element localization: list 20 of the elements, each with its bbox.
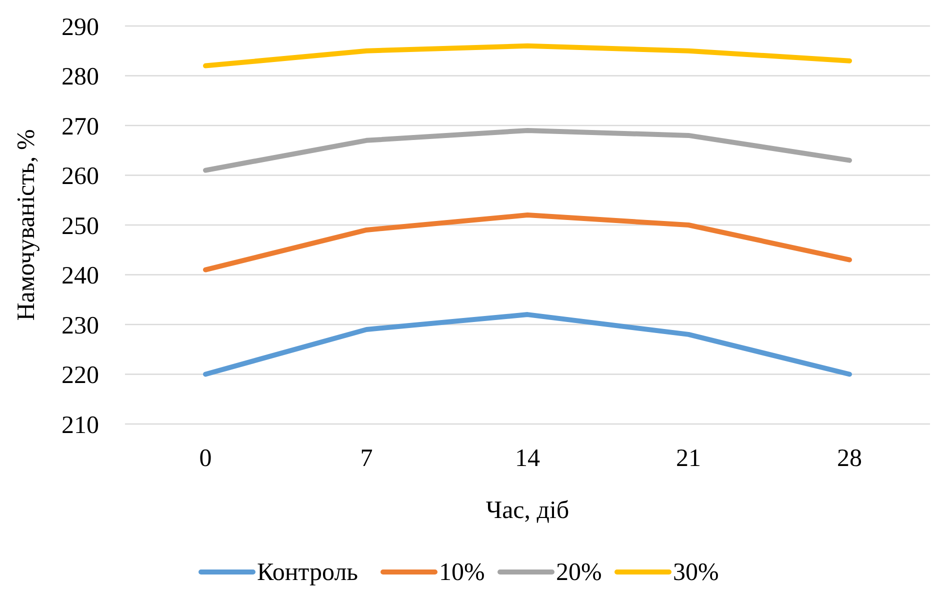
x-axis-title: Час, діб — [486, 497, 570, 524]
legend-label: Контроль — [257, 559, 358, 586]
y-tick-label: 280 — [62, 64, 99, 90]
x-tick-label: 21 — [676, 445, 701, 472]
legend-label: 30% — [673, 559, 719, 586]
y-tick-label: 290 — [62, 14, 99, 41]
y-tick-label: 260 — [62, 163, 99, 190]
y-tick-label: 210 — [62, 412, 99, 439]
legend-label: 20% — [556, 559, 602, 586]
y-axis-title: Намочуваність, % — [13, 129, 40, 321]
y-tick-label: 270 — [62, 113, 99, 140]
y-tick-label: 240 — [62, 262, 99, 290]
y-tick-label: 230 — [62, 312, 99, 340]
x-tick-label: 14 — [515, 445, 540, 472]
x-tick-label: 0 — [199, 445, 212, 472]
x-tick-label: 7 — [360, 445, 373, 472]
y-tick-label: 220 — [62, 362, 99, 389]
legend-label: 10% — [439, 559, 485, 586]
y-tick-label: 250 — [62, 212, 99, 240]
x-tick-label: 28 — [837, 445, 862, 472]
